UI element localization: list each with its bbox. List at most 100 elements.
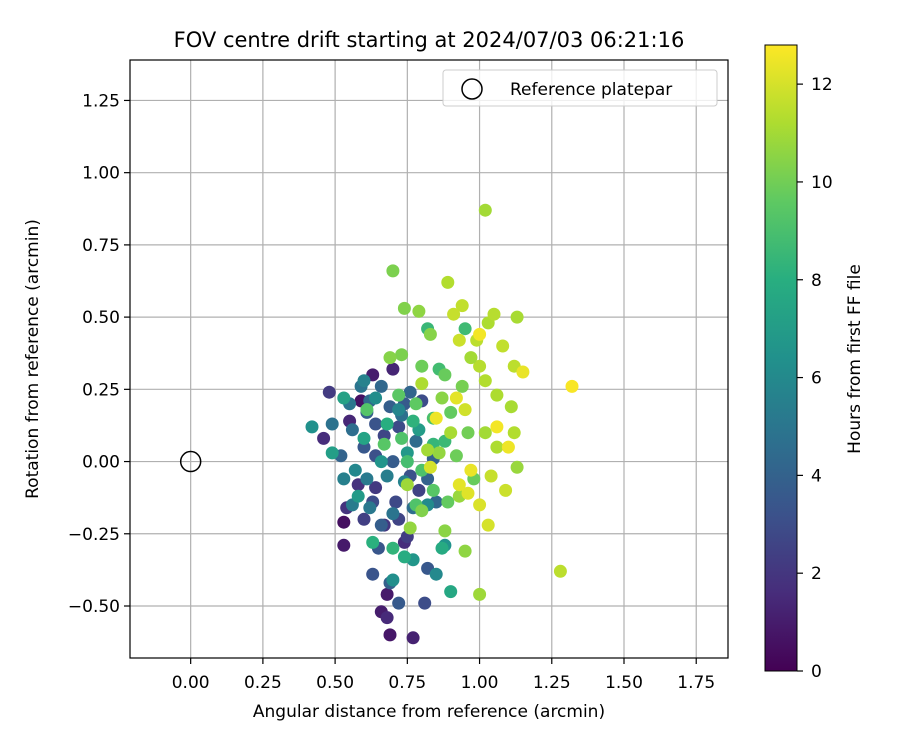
data-point — [395, 348, 409, 362]
data-point — [337, 472, 351, 486]
data-point — [490, 388, 504, 402]
data-point — [458, 322, 472, 336]
data-point — [447, 307, 461, 321]
data-point — [507, 426, 521, 440]
data-point — [397, 301, 411, 315]
chart-title: FOV centre drift starting at 2024/07/03 … — [174, 28, 685, 52]
data-point — [458, 544, 472, 558]
data-point — [484, 469, 498, 483]
data-point — [400, 478, 414, 492]
data-point — [386, 455, 400, 469]
data-point — [455, 299, 469, 313]
data-point — [386, 362, 400, 376]
data-point — [357, 431, 371, 445]
data-point — [377, 437, 391, 451]
data-point — [383, 628, 397, 642]
data-point — [397, 550, 411, 564]
data-point — [421, 443, 435, 457]
data-point — [395, 431, 409, 445]
data-point — [444, 426, 458, 440]
colorbar-ticks: 0 2 4 6 8 10 12 — [797, 75, 833, 682]
data-point — [380, 469, 394, 483]
data-point — [380, 417, 394, 431]
x-tick-label: 1.00 — [461, 673, 499, 693]
legend: Reference platepar — [442, 69, 718, 107]
legend-box — [442, 69, 718, 107]
data-point — [444, 405, 458, 419]
data-point — [516, 365, 530, 379]
data-point — [389, 495, 403, 509]
x-axis-ticks: 0.00 0.25 0.50 0.75 1.00 1.25 1.50 1.75 — [172, 658, 715, 693]
y-tick-label: 1.25 — [82, 91, 120, 111]
data-point — [374, 379, 388, 393]
data-point — [366, 567, 380, 581]
data-point — [499, 483, 513, 497]
y-tick-label: 0.50 — [82, 308, 120, 328]
x-tick-label: 1.50 — [605, 673, 643, 693]
data-point — [510, 310, 524, 324]
x-gridlines — [190, 60, 697, 658]
data-point — [337, 538, 351, 552]
data-point — [392, 388, 406, 402]
colorbar-tick-label: 8 — [811, 271, 822, 291]
x-tick-label: 0.00 — [172, 673, 210, 693]
x-tick-label: 1.25 — [533, 673, 571, 693]
data-point — [369, 481, 383, 495]
reference-platepar-marker — [179, 450, 202, 473]
colorbar-tick-label: 12 — [811, 75, 833, 95]
data-point — [452, 333, 466, 347]
data-point — [363, 501, 377, 515]
data-point — [429, 411, 443, 425]
data-point — [438, 524, 452, 538]
scatter-points — [305, 203, 579, 645]
data-point — [415, 377, 429, 391]
data-point — [383, 351, 397, 365]
x-tick-label: 0.75 — [388, 673, 426, 693]
data-point — [490, 440, 504, 454]
data-point — [449, 391, 463, 405]
data-point — [432, 446, 446, 460]
data-point — [386, 264, 400, 278]
x-tick-label: 0.25 — [244, 673, 282, 693]
data-point — [553, 564, 567, 578]
data-point — [409, 434, 423, 448]
data-point — [441, 495, 455, 509]
data-point — [565, 379, 579, 393]
data-point — [478, 203, 492, 217]
data-point — [351, 489, 365, 503]
data-point — [435, 541, 449, 555]
data-point — [406, 631, 420, 645]
data-point — [374, 455, 388, 469]
data-point — [369, 417, 383, 431]
data-point — [452, 478, 466, 492]
legend-label: Reference platepar — [510, 80, 672, 100]
data-point — [473, 498, 487, 512]
data-point — [426, 483, 440, 497]
data-point — [322, 385, 336, 399]
data-point — [360, 403, 374, 417]
data-point — [412, 304, 426, 318]
data-point — [455, 379, 469, 393]
data-point — [386, 541, 400, 555]
data-point — [435, 391, 449, 405]
x-axis-label: Angular distance from reference (arcmin) — [253, 702, 605, 722]
data-point — [415, 504, 429, 518]
colorbar — [764, 44, 798, 672]
data-point — [386, 507, 400, 521]
data-point — [501, 440, 515, 454]
data-point — [438, 368, 452, 382]
data-point — [403, 385, 417, 399]
data-point — [406, 414, 420, 428]
y-gridlines — [130, 99, 728, 607]
data-point — [317, 431, 331, 445]
data-point — [409, 397, 423, 411]
data-point — [360, 472, 374, 486]
data-point — [337, 391, 351, 405]
data-point — [461, 486, 475, 500]
data-point — [418, 596, 432, 610]
data-point — [366, 535, 380, 549]
data-point — [478, 374, 492, 388]
plot-frame — [129, 59, 729, 659]
data-point — [403, 521, 417, 535]
